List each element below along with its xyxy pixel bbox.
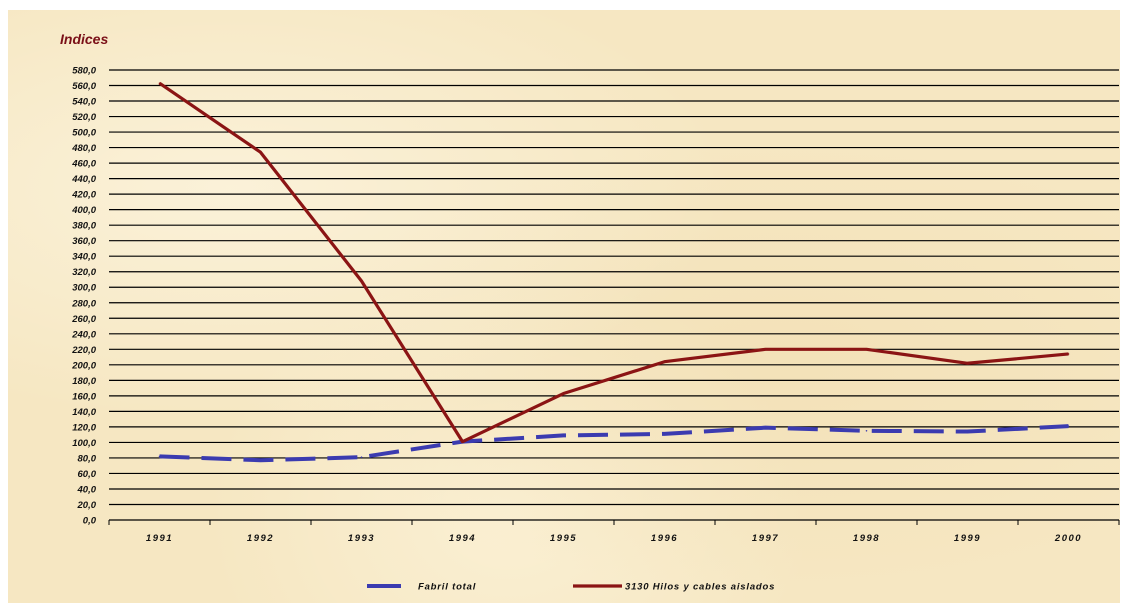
y-tick-label: 420,0 [71, 190, 96, 201]
data-point [764, 426, 767, 429]
data-point [865, 348, 868, 351]
x-tick-label: 1992 [247, 533, 274, 544]
data-point [259, 459, 262, 462]
y-tick-label: 560,0 [72, 81, 96, 92]
data-point [966, 430, 969, 433]
x-tick-label: 1993 [348, 533, 375, 544]
data-point [562, 392, 565, 395]
y-tick-label: 460,0 [71, 159, 96, 170]
x-tick-label: 1994 [449, 533, 476, 544]
y-tick-label: 40,0 [77, 484, 97, 495]
y-tick-label: 80,0 [78, 453, 97, 464]
data-point [461, 440, 464, 443]
legend-label: 3130 Hilos y cables aislados [625, 582, 775, 593]
y-tick-label: 500,0 [72, 128, 96, 139]
x-tick-label: 1997 [752, 533, 779, 544]
y-tick-label: 300,0 [72, 283, 96, 294]
y-tick-label: 220,0 [71, 345, 96, 356]
x-tick-label: 2000 [1054, 533, 1082, 544]
y-tick-label: 580,0 [72, 66, 96, 77]
y-tick-label: 260,0 [71, 314, 96, 325]
y-tick-label: 540,0 [72, 97, 96, 108]
y-tick-label: 60,0 [78, 469, 97, 480]
x-tick-label: 1999 [954, 533, 981, 544]
x-tick-label: 1995 [550, 533, 577, 544]
y-tick-label: 0,0 [83, 516, 97, 527]
y-tick-label: 100,0 [72, 438, 96, 449]
x-axis [108, 519, 1120, 525]
y-tick-label: 320,0 [72, 267, 96, 278]
y-tick-label: 440,0 [71, 174, 96, 185]
legend-label: Fabril total [418, 582, 476, 593]
data-point [360, 280, 363, 282]
series-lines [158, 81, 1070, 463]
y-tick-label: 180,0 [72, 376, 96, 387]
y-tick-label: 20,0 [77, 500, 97, 511]
data-point [663, 433, 666, 435]
data-point [259, 151, 262, 154]
data-point [663, 360, 666, 363]
x-tick-label: 1991 [146, 533, 173, 544]
y-tick-label: 340,0 [72, 252, 96, 263]
legend: Fabril total 3130 Hilos y cables aislados [367, 582, 775, 593]
x-tick-labels: 1991 1992 1993 1994 1995 1996 1997 1998 1999 2000 [146, 533, 1082, 544]
y-tick-label: 400,0 [71, 205, 96, 216]
y-tick-label: 380,0 [72, 221, 96, 232]
data-point [562, 434, 565, 437]
y-tick-label: 480,0 [71, 143, 96, 154]
series-line-1 [159, 424, 1069, 463]
y-tick-labels: 0,0 20,0 40,0 60,0 80,0 100,0 120,0 140,0 160,0 1… [71, 66, 96, 527]
data-point [1067, 425, 1070, 427]
gridlines [109, 69, 1119, 506]
series-line-2 [158, 81, 1069, 444]
y-tick-label: 120,0 [72, 422, 96, 433]
data-point [865, 429, 868, 432]
data-point [158, 455, 161, 458]
y-tick-label: 140,0 [72, 407, 96, 418]
x-tick-label: 1996 [651, 533, 678, 544]
y-tick-label: 280,0 [71, 298, 96, 309]
y-tick-label: 200,0 [71, 360, 96, 371]
x-tick-label: 1998 [853, 533, 880, 544]
y-tick-label: 240,0 [71, 329, 96, 340]
y-axis-title: Indices [60, 31, 108, 47]
data-point [966, 362, 969, 365]
y-tick-label: 520,0 [72, 112, 96, 123]
y-tick-label: 360,0 [72, 236, 96, 247]
y-tick-label: 160,0 [72, 391, 96, 402]
data-point [158, 82, 161, 84]
data-point [360, 456, 363, 458]
data-point [764, 348, 767, 351]
data-point [1067, 353, 1070, 355]
